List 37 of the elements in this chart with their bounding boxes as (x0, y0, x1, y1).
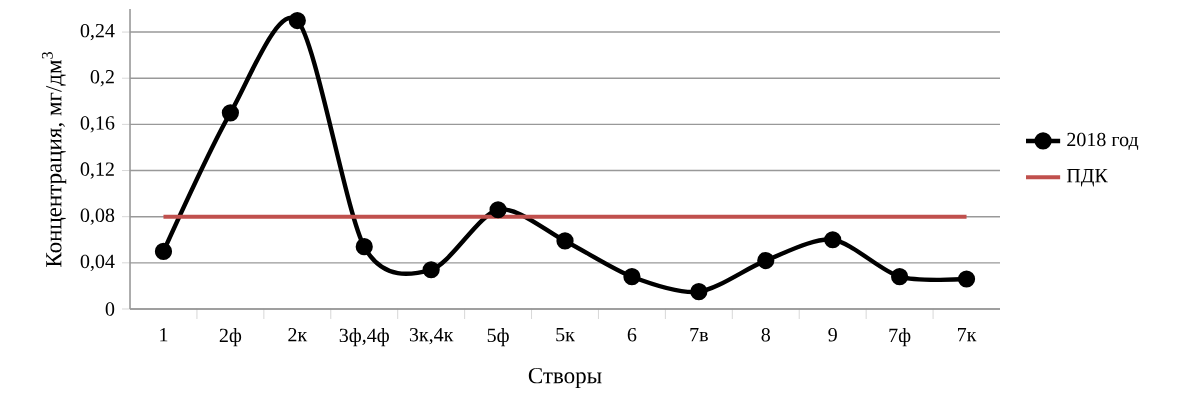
point (757, 251, 775, 270)
point (690, 283, 708, 301)
point (221, 104, 239, 122)
point (355, 238, 373, 256)
y-tick-label: 0 (105, 302, 115, 316)
point (957, 270, 976, 288)
y-tick-label: 0,12 (80, 162, 114, 179)
x-axis-title: Створы (528, 367, 602, 389)
point (556, 232, 574, 250)
x-tick-label: 2к (288, 328, 308, 342)
x-tick-label: 8 (761, 328, 771, 342)
point (824, 231, 842, 249)
x-tick-label: 7в (690, 328, 708, 342)
y-tick-label: 0,24 (80, 23, 115, 41)
y-tick-label: 0,2 (90, 70, 114, 87)
x-tick-label: 3ф,4ф (339, 328, 389, 347)
x-tick-label: 5ф (487, 328, 509, 347)
x-tick-label: 5к (556, 328, 575, 342)
point (154, 242, 173, 260)
legend-label: ПДК (1066, 169, 1108, 187)
point (288, 11, 306, 30)
point (623, 268, 641, 286)
x-tick-label: 6 (627, 328, 637, 342)
x-tick-label: 7к (958, 328, 977, 342)
y-axis-title: Концентрация, мг/дм$^{3}$ (41, 52, 67, 267)
point (422, 261, 440, 279)
point (489, 201, 507, 219)
y-tick-label: 0,16 (80, 116, 115, 133)
y-tick-label: 0,08 (80, 208, 115, 225)
x-tick-label: 7ф (889, 328, 911, 347)
point (891, 268, 909, 286)
x-tick-label: 9 (828, 328, 837, 342)
x-tick-label: 1 (160, 328, 168, 342)
legend-label: 2018 год (1067, 132, 1139, 150)
x-tick-label: 3к,4к (409, 328, 454, 345)
y-tick-label: 0,04 (80, 254, 115, 272)
x-tick-label: 2ф (219, 328, 242, 347)
